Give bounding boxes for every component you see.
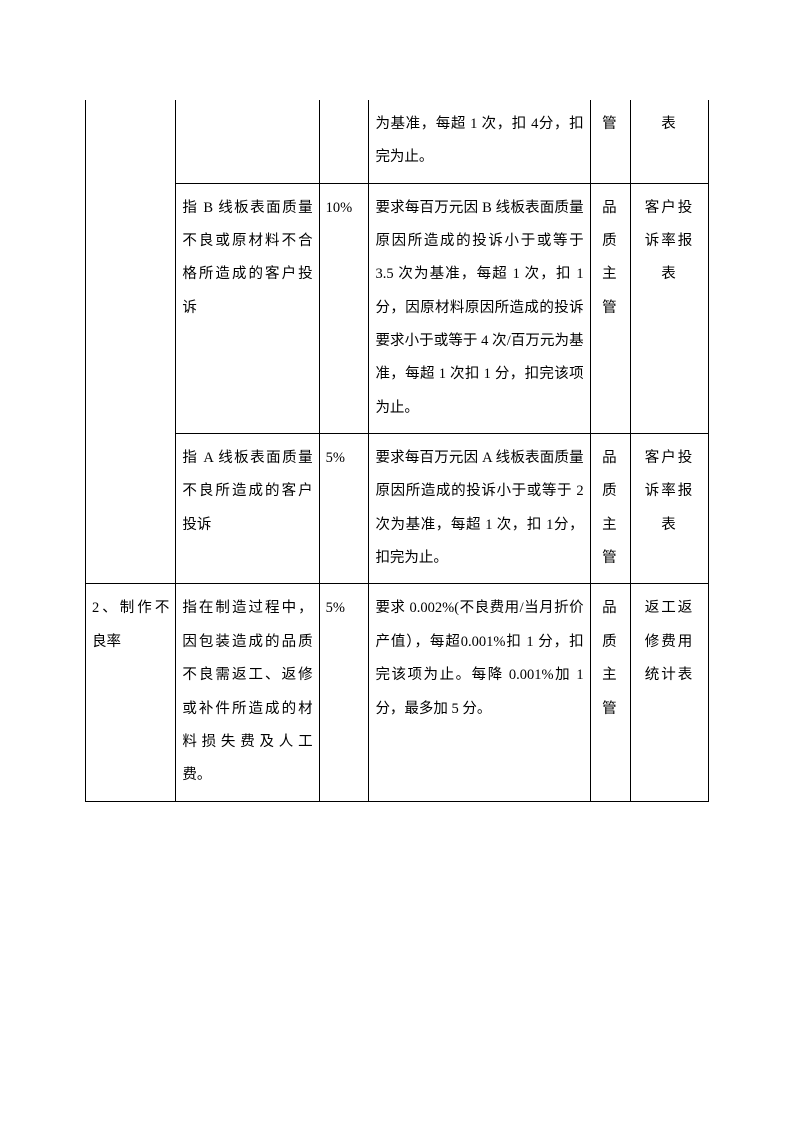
cell-category: [86, 183, 176, 433]
cell-desc: 指 B 线板表面质量不良或原材料不合格所造成的客户投诉: [176, 183, 319, 433]
performance-table: 为基准，每超 1 次，扣 4分，扣完为止。 管 表 指 B 线板表面质量不良或原…: [85, 100, 709, 802]
cell-category: [86, 100, 176, 183]
cell-desc: 指 A 线板表面质量不良所造成的客户投诉: [176, 434, 319, 584]
table-row: 为基准，每超 1 次，扣 4分，扣完为止。 管 表: [86, 100, 709, 183]
table-row: 指 B 线板表面质量不良或原材料不合格所造成的客户投诉 10% 要求每百万元因 …: [86, 183, 709, 433]
cell-owner: 品质主管: [590, 183, 630, 433]
table-row: 指 A 线板表面质量不良所造成的客户投诉 5% 要求每百万元因 A 线板表面质量…: [86, 434, 709, 584]
cell-category: [86, 434, 176, 584]
cell-owner: 管: [590, 100, 630, 183]
cell-weight: 5%: [319, 584, 369, 801]
cell-owner: 品质主管: [590, 434, 630, 584]
cell-source: 客户投诉率报表: [631, 434, 709, 584]
cell-standard: 要求每百万元因 A 线板表面质量原因所造成的投诉小于或等于 2 次为基准，每超 …: [369, 434, 590, 584]
table-row: 2、制作不良率 指在制造过程中，因包装造成的品质不良需返工、返修或补件所造成的材…: [86, 584, 709, 801]
cell-category: 2、制作不良率: [86, 584, 176, 801]
cell-weight: 10%: [319, 183, 369, 433]
cell-desc: 指在制造过程中，因包装造成的品质不良需返工、返修或补件所造成的材料损失费及人工费…: [176, 584, 319, 801]
cell-standard: 为基准，每超 1 次，扣 4分，扣完为止。: [369, 100, 590, 183]
cell-standard: 要求 0.002%(不良费用/当月折价产值），每超0.001%扣 1 分，扣完该…: [369, 584, 590, 801]
cell-source: 返工返修费用统计表: [631, 584, 709, 801]
cell-source: 客户投诉率报表: [631, 183, 709, 433]
cell-standard: 要求每百万元因 B 线板表面质量原因所造成的投诉小于或等于 3.5 次为基准，每…: [369, 183, 590, 433]
cell-owner: 品质主管: [590, 584, 630, 801]
cell-weight: 5%: [319, 434, 369, 584]
cell-source: 表: [631, 100, 709, 183]
cell-weight: [319, 100, 369, 183]
cell-desc: [176, 100, 319, 183]
